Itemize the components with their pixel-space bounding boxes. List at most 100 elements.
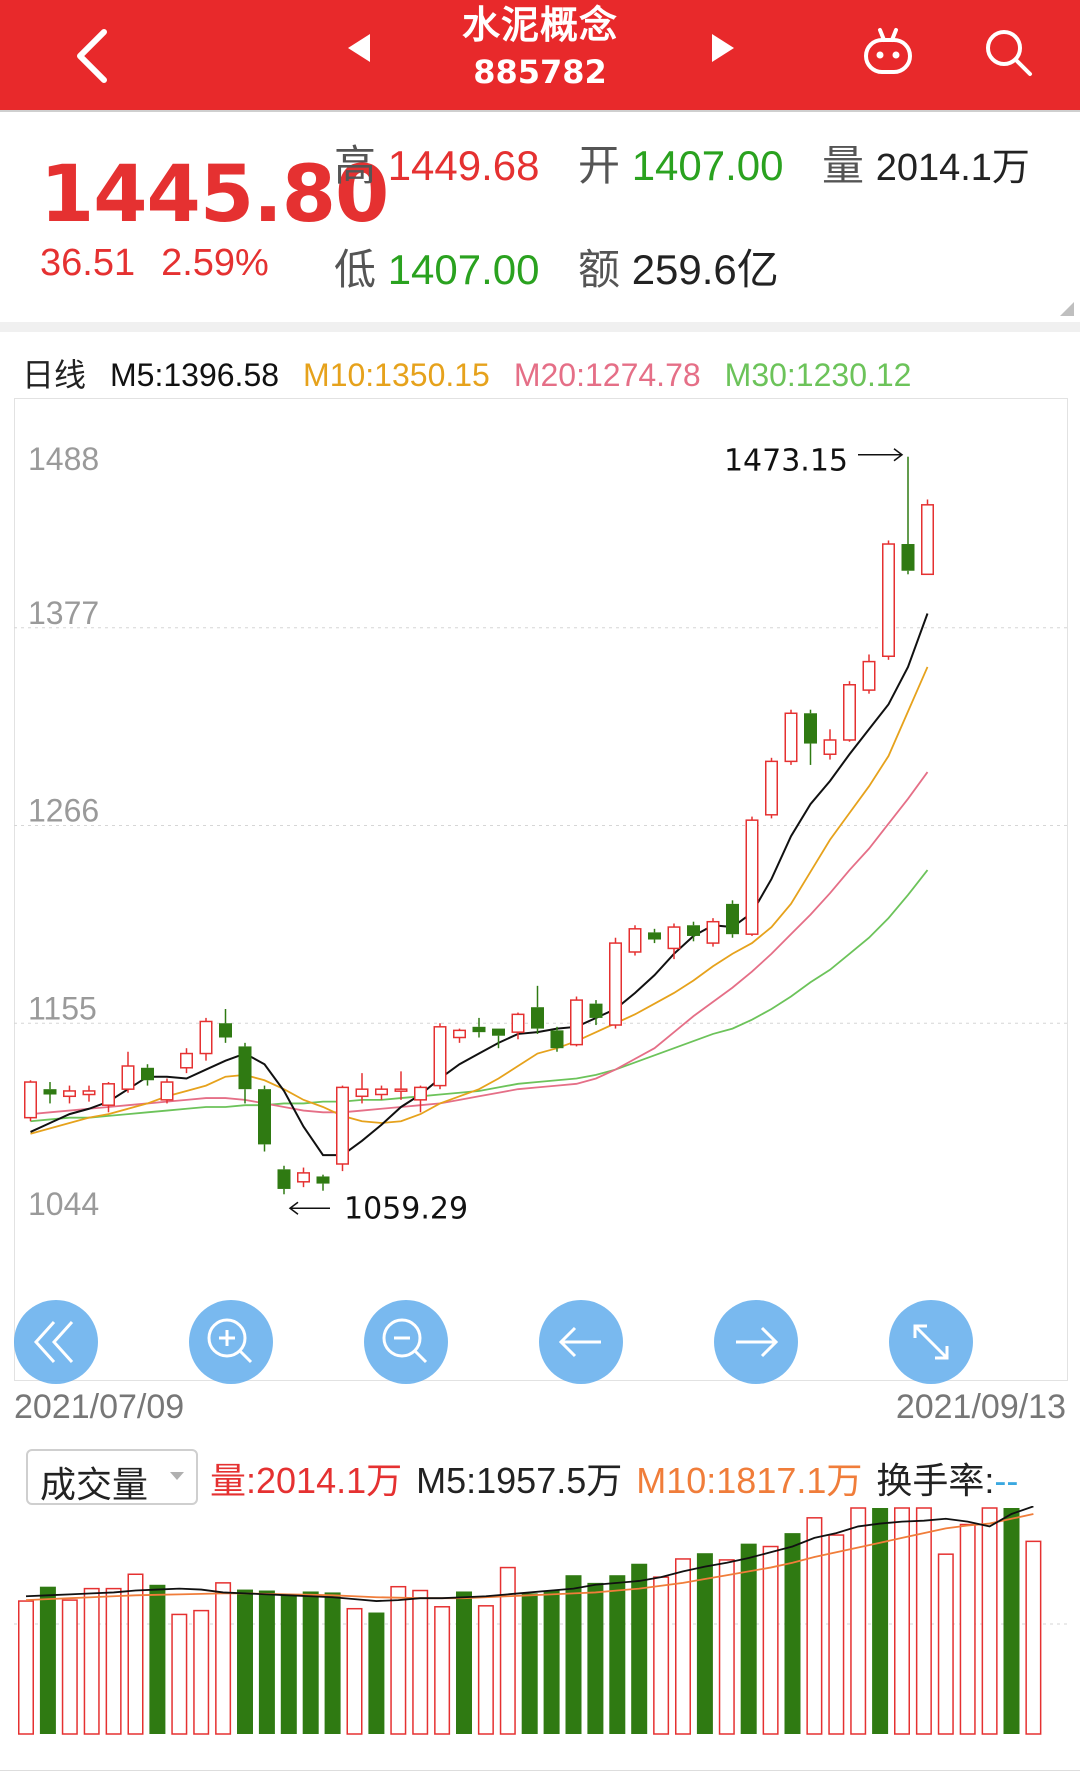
volume-bar [740, 1543, 757, 1734]
move-right-button[interactable] [714, 1300, 798, 1384]
move-far-left-button[interactable] [14, 1300, 98, 1384]
volume-bar [675, 1558, 691, 1735]
bottom-divider [0, 1770, 1080, 1771]
volume-bar [346, 1607, 363, 1735]
fullscreen-button[interactable] [889, 1300, 973, 1384]
start-date: 2021/07/09 [14, 1388, 185, 1426]
zoom-in-icon [207, 1318, 253, 1364]
volume-bar [39, 1586, 56, 1734]
volume-bar [280, 1595, 297, 1734]
amount-item: 额 259.6亿 [578, 236, 779, 297]
min-arrow-head [288, 1201, 299, 1215]
fullscreen-icon [913, 1324, 949, 1360]
back-icon[interactable] [64, 14, 124, 94]
expand-corner-icon[interactable] [1060, 302, 1074, 316]
low-label: 低 [334, 246, 377, 293]
candle [726, 903, 739, 935]
candle [843, 684, 856, 741]
volume-bar [324, 1592, 341, 1734]
high-label: 高 [334, 142, 377, 189]
indicator-selector[interactable]: 成交量 [26, 1449, 198, 1506]
next-stock-icon[interactable] [702, 28, 742, 68]
volume-bar [390, 1585, 407, 1735]
period-label: 日线 [22, 357, 87, 393]
header-title-block: 水泥概念 885782 [390, 0, 690, 94]
ma10-label: M10:1350.15 [303, 357, 490, 393]
candle [82, 1090, 96, 1096]
volume-bar [762, 1545, 779, 1735]
candle [784, 712, 798, 763]
volume-bar [127, 1573, 144, 1735]
candle [297, 1172, 310, 1183]
y-tick-label: 1044 [28, 1186, 99, 1222]
candle [609, 942, 622, 1026]
volume-bar [543, 1590, 560, 1734]
volume-ma5-line [25, 1506, 1034, 1602]
volume-bar [609, 1575, 626, 1734]
candle [43, 1089, 57, 1095]
candle [316, 1176, 330, 1184]
candle [804, 713, 817, 744]
candle [180, 1052, 193, 1069]
candle [433, 1026, 447, 1087]
candle [570, 999, 583, 1046]
amount-label: 额 [578, 246, 621, 293]
volume-bar [368, 1612, 385, 1734]
volume-bar [477, 1605, 494, 1735]
move-left-button[interactable] [539, 1300, 623, 1384]
volume-label: 量 [822, 142, 865, 189]
candle [745, 819, 759, 935]
candle [277, 1169, 291, 1189]
candle [687, 925, 700, 936]
volume-bar [565, 1575, 582, 1734]
volume-m10: M10:1817.1万 [636, 1460, 863, 1501]
y-tick-label: 1155 [28, 990, 97, 1026]
arrow-left-icon [558, 1326, 601, 1358]
volume-bar [215, 1582, 232, 1735]
ma-line-m20 [30, 771, 929, 1116]
volume-bar [171, 1613, 188, 1735]
turnover-value: -- [994, 1460, 1019, 1501]
max-price-annotation: 1473.15 [724, 444, 848, 479]
candle [706, 920, 720, 944]
candlestick-chart[interactable]: 1488 1377 1266 1155 1044 1473.15 1059.29 [14, 398, 1068, 1381]
candle [238, 1046, 252, 1090]
candle [160, 1081, 174, 1101]
volume-bar [258, 1590, 275, 1734]
ma-line-m10 [30, 666, 929, 1135]
y-tick-label: 1266 [28, 793, 99, 829]
robot-assistant-icon[interactable] [856, 20, 920, 84]
volume-bar [456, 1591, 472, 1734]
prev-stock-icon[interactable] [340, 28, 380, 68]
candle [882, 543, 895, 658]
volume-bar [981, 1507, 998, 1735]
candle [24, 1081, 37, 1119]
candle [921, 504, 934, 576]
chart-frame [14, 398, 1068, 1381]
candle [355, 1088, 369, 1098]
volume-bar [784, 1533, 801, 1734]
candle [394, 1088, 408, 1092]
zoom-in-button[interactable] [189, 1300, 273, 1384]
candle [667, 926, 681, 950]
candle [589, 1003, 603, 1018]
volume-item: 量 2014.1万 [822, 132, 1030, 193]
volume-value: 2014.1万 [875, 147, 1030, 189]
stock-name: 水泥概念 [461, 3, 618, 47]
ma-line-m30 [30, 869, 929, 1123]
volume-bar [718, 1559, 735, 1735]
volume-chart[interactable] [14, 1506, 1068, 1742]
candle [648, 932, 661, 940]
top-bar: 水泥概念 885782 [0, 0, 1080, 110]
low-item: 低 1407.00 [334, 236, 540, 297]
candle [199, 1020, 213, 1055]
indicator-selector-label: 成交量 [40, 1465, 149, 1506]
y-tick-label: 1488 [28, 441, 99, 477]
volume-bar [83, 1587, 100, 1735]
search-icon[interactable] [976, 20, 1040, 84]
zoom-out-button[interactable] [364, 1300, 448, 1384]
arrow-right-icon [736, 1326, 779, 1358]
change-value: 36.51 [40, 242, 136, 284]
candle [453, 1029, 466, 1039]
volume-bar [587, 1582, 604, 1734]
